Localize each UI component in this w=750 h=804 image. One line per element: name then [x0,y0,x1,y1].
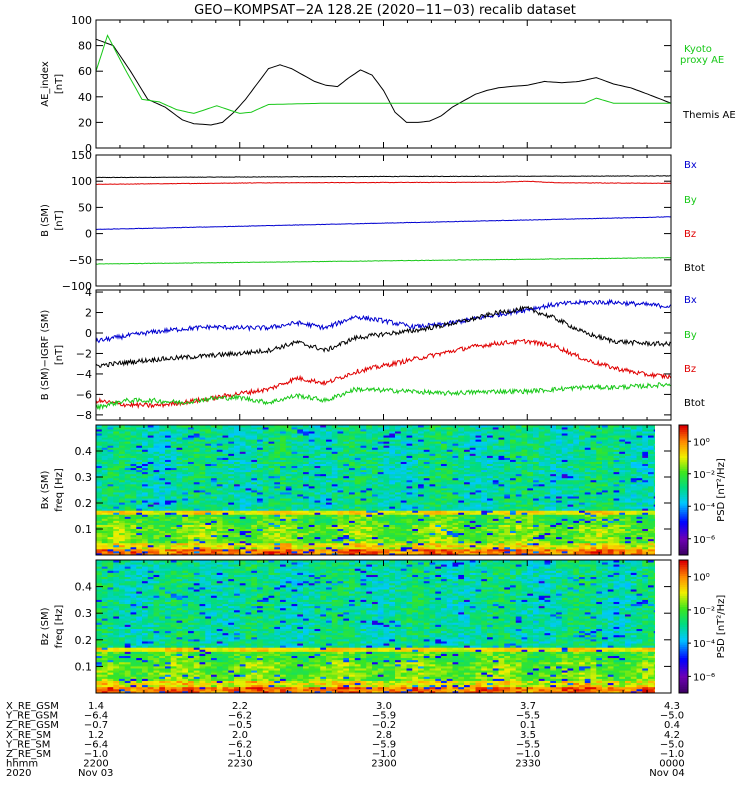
y-axis-label-group: AE_index[nT] [40,61,65,107]
y-tick-label: 20 [78,116,92,129]
legend: Bx By Bz Btot [684,295,705,409]
series-line-kyoto-proxy-ae [96,35,671,113]
series-line-btot [96,307,671,368]
y-tick-label: 2 [85,307,92,320]
y-tick-label: 50 [78,201,92,214]
heatmap-cells [96,425,671,555]
legend-entry: proxy AE [680,55,724,66]
series-line-by [96,383,671,409]
y-tick-label: −2 [76,347,92,360]
legend-entry: By [684,330,697,341]
series-line-bx [96,300,671,342]
legend-entry: Bz [684,229,696,240]
legend-entry: Bz [684,364,696,375]
series-line-bx [96,217,671,230]
y-tick-label: 150 [71,149,92,162]
y-tick-label: 80 [78,40,92,53]
series-line-by [96,258,671,265]
y-axis-label: AE_index [40,61,51,107]
panel-frame [96,20,671,148]
y-axis-label: [nT] [54,74,65,94]
y-axis-label-group: B (SM)[nT] [40,204,65,237]
legend-entry: Bx [684,160,697,171]
series-line-themis-ae [96,39,671,125]
y-tick-label: 0 [85,327,92,340]
legend: Bx By Bz Btot [684,160,705,274]
y-axis-label: B (SM) [40,204,51,237]
y-tick-label: 100 [71,175,92,188]
legend-entry: By [684,195,697,206]
y-tick-label: −50 [69,254,92,267]
panel-specbx: 0.10.20.30.4Bx (SM)freq [Hz]10⁰10⁻²10⁻⁴1… [40,425,727,556]
series-line-btot [96,176,671,178]
chart-title: GEO−KOMPSAT−2A 128.2E (2020−11−03) recal… [194,3,576,18]
y-tick-label: 4 [85,286,92,299]
y-tick-label: 100 [71,14,92,27]
legend-entry: Btot [684,398,705,409]
legend-entry: Kyoto [684,44,712,55]
series-line-bz [96,181,671,184]
panel-frame [96,290,671,420]
panel-frame [96,155,671,286]
legend-entry: Themis AE [682,110,736,121]
y-tick-label: 40 [78,91,92,104]
legend-entry: Bx [684,295,697,306]
series-line-bz [96,340,671,408]
y-tick-label: −4 [76,368,92,381]
legend-entry: Btot [684,263,705,274]
y-axis-label: B (SM)−IGRF (SM) [40,310,51,401]
panel-dbsm: −8 −6 −4 −2 0 2 4 B (SM)−IGRF (SM)[nT] Bx By Bz Bto… [40,286,705,422]
y-tick-label: −6 [76,388,92,401]
y-tick-label: 60 [78,65,92,78]
y-axis-label-group: B (SM)−IGRF (SM)[nT] [40,310,65,401]
y-axis-label: [nT] [54,345,65,365]
y-tick-label: −8 [76,409,92,422]
y-axis-label: [nT] [54,210,65,230]
y-tick-label: 0 [85,228,92,241]
